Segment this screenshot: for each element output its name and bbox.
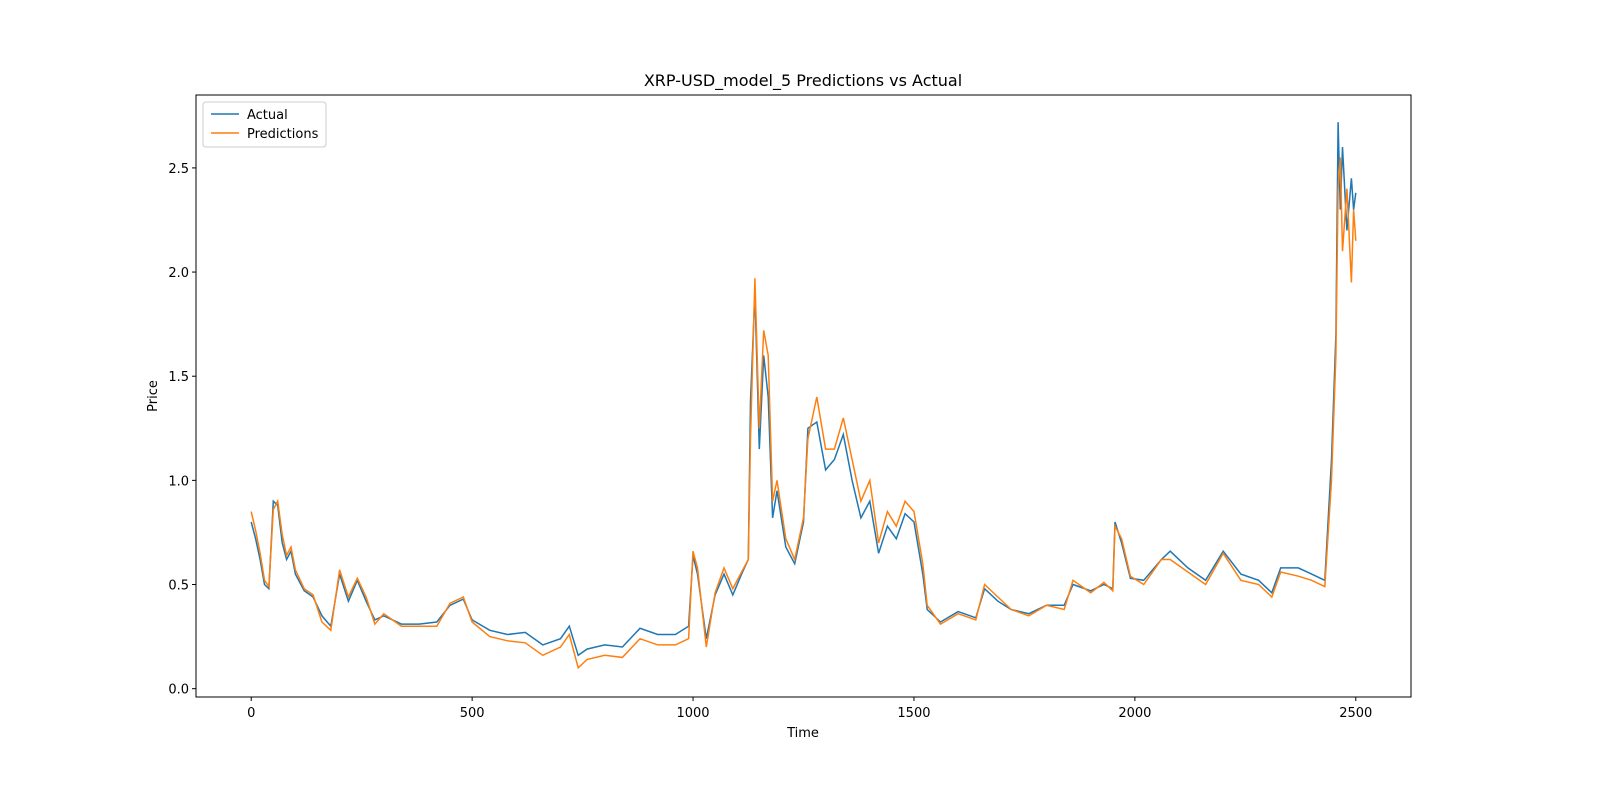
x-tick-label: 500 xyxy=(460,706,485,721)
legend: Actual Predictions xyxy=(202,101,327,148)
x-tick-label: 2000 xyxy=(1118,706,1151,721)
series-line xyxy=(250,122,1357,657)
x-tick-label: 1000 xyxy=(676,706,709,721)
y-axis-label: Price xyxy=(146,380,161,412)
y-tick-label: 0.5 xyxy=(168,579,189,594)
x-axis-label: Time xyxy=(786,726,819,741)
y-tick-label: 2.5 xyxy=(168,162,189,177)
x-tick-label: 0 xyxy=(247,706,255,721)
series-line xyxy=(250,157,1357,670)
y-tick-label: 0.0 xyxy=(168,683,189,698)
chart-title: XRP-USD_model_5 Predictions vs Actual xyxy=(644,71,962,91)
x-tick-label: 2500 xyxy=(1339,706,1372,721)
x-tick-label: 1500 xyxy=(897,706,930,721)
legend-label: Predictions xyxy=(247,127,319,142)
legend-label: Actual xyxy=(247,108,288,123)
plot-frame xyxy=(195,94,1412,698)
y-tick-label: 1.5 xyxy=(168,370,189,385)
y-tick-label: 1.0 xyxy=(168,474,189,489)
y-tick-label: 2.0 xyxy=(168,266,189,281)
